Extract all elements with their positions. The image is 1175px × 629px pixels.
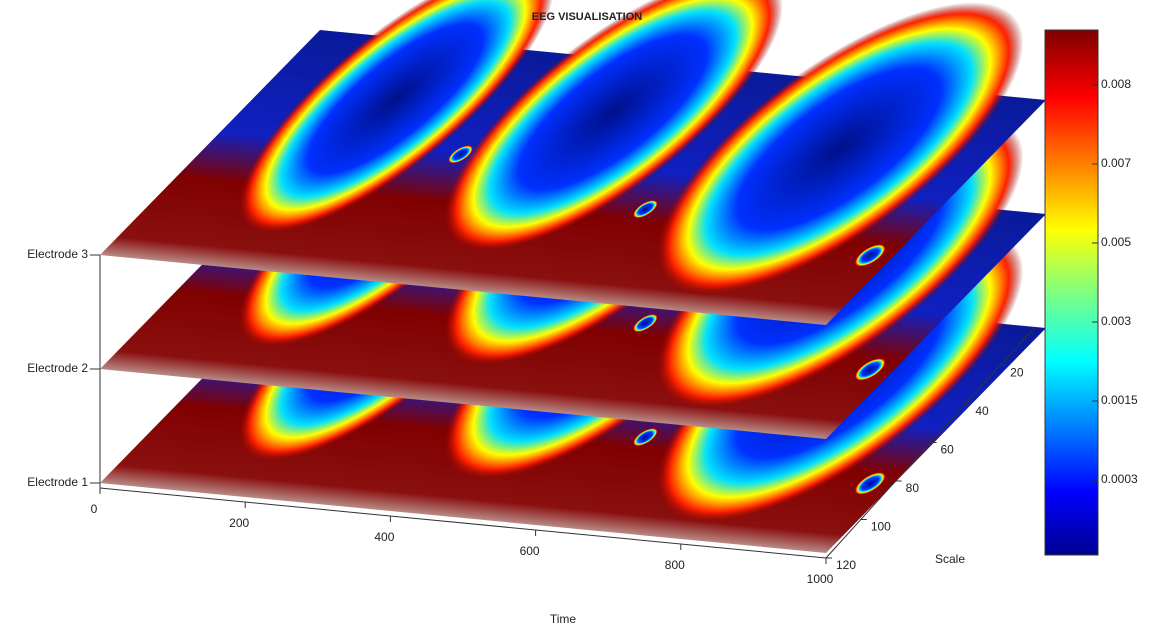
colorbar-tick-label: 0.0003 <box>1101 472 1138 486</box>
chart: EEG VISUALISATION Time Scale Electrode 1… <box>0 0 1175 629</box>
x-tick-label: 800 <box>665 558 685 572</box>
layer-label: Electrode 3 <box>27 247 88 261</box>
x-tick-label: 600 <box>520 544 540 558</box>
z-axis-label: Scale <box>935 552 965 566</box>
x-tick-label: 0 <box>91 502 98 516</box>
x-tick-label: 1000 <box>807 572 834 586</box>
z-tick-label: 40 <box>975 404 989 418</box>
colorbar-tick-label: 0.0015 <box>1101 393 1138 407</box>
colorbar-tick-label: 0.005 <box>1101 235 1131 249</box>
z-tick-label: 80 <box>906 481 920 495</box>
layer-label: Electrode 1 <box>27 475 88 489</box>
x-tick-label: 400 <box>374 530 394 544</box>
z-tick-label: 60 <box>941 443 955 457</box>
colorbar-tick-label: 0.003 <box>1101 314 1131 328</box>
chart-title: EEG VISUALISATION <box>532 11 642 23</box>
colorbar-tick-label: 0.008 <box>1101 77 1131 91</box>
layer-label: Electrode 2 <box>27 361 88 375</box>
page: EEG VISUALISATION Time Scale Electrode 1… <box>0 0 1175 629</box>
colorbar <box>1045 30 1098 555</box>
surfaces <box>100 0 1134 553</box>
x-axis-label: Time <box>550 612 577 626</box>
z-tick-label: 20 <box>1010 366 1024 380</box>
colorbar-tick-label: 0.007 <box>1101 156 1131 170</box>
x-tick-label: 200 <box>229 516 249 530</box>
z-tick-label: 120 <box>836 558 856 572</box>
z-tick-label: 100 <box>871 520 891 534</box>
